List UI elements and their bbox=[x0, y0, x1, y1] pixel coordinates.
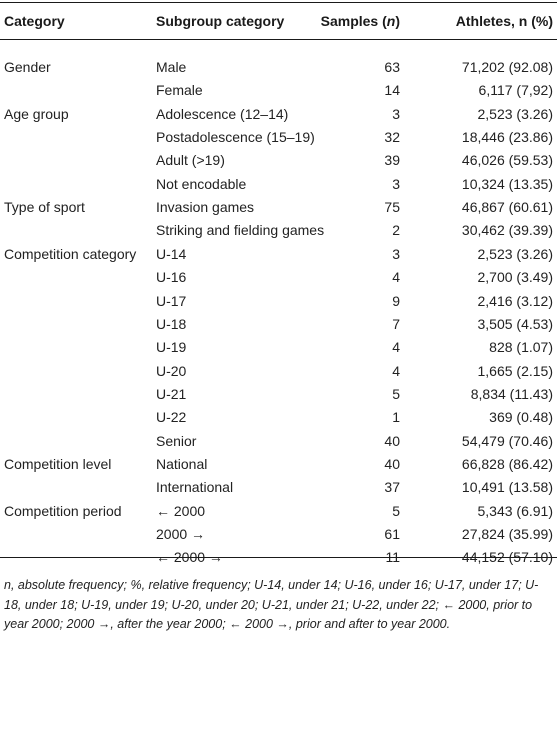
cell-samples: 39 bbox=[384, 152, 400, 168]
cell-athletes: 8,834 (11.43) bbox=[470, 386, 553, 402]
cell-athletes: 5,343 (6.91) bbox=[477, 503, 554, 519]
header-athletes: Athletes, n (%) bbox=[455, 13, 553, 29]
cell-samples: 3 bbox=[392, 176, 400, 192]
cell-subgroup: Adolescence (12–14) bbox=[156, 106, 289, 122]
cell-athletes: 66,828 (86.42) bbox=[461, 456, 553, 472]
cell-subgroup: Not encodable bbox=[156, 176, 247, 192]
cell-samples: 14 bbox=[384, 82, 400, 98]
cell-subgroup: U-22 bbox=[156, 409, 187, 425]
cell-athletes: 6,117 (7,92) bbox=[478, 82, 553, 98]
cell-subgroup: International bbox=[156, 479, 234, 495]
cell-subgroup: U-19 bbox=[156, 339, 187, 355]
cell-subgroup: Postadolescence (15–19) bbox=[156, 129, 315, 145]
cell-athletes: 30,462 (39.39) bbox=[461, 222, 553, 238]
cell-subgroup: Male bbox=[156, 59, 187, 75]
cell-samples: 75 bbox=[384, 199, 400, 215]
cell-category: Gender bbox=[4, 59, 51, 75]
cell-athletes: 2,523 (3.26) bbox=[477, 246, 554, 262]
cell-athletes: 46,026 (59.53) bbox=[461, 152, 553, 168]
cell-category: Competition period bbox=[4, 503, 122, 519]
cell-athletes: 369 (0.48) bbox=[489, 409, 553, 425]
cell-athletes: 10,324 (13.35) bbox=[461, 176, 553, 192]
cell-samples: 61 bbox=[384, 526, 400, 542]
cell-athletes: 71,202 (92.08) bbox=[461, 59, 553, 75]
cell-subgroup: Invasion games bbox=[156, 199, 255, 215]
cell-subgroup: ← 2000 bbox=[156, 503, 206, 519]
cell-category: Age group bbox=[4, 106, 69, 122]
cell-samples: 40 bbox=[384, 456, 400, 472]
cell-subgroup: Senior bbox=[156, 433, 197, 449]
cell-samples: 4 bbox=[392, 269, 400, 285]
cell-subgroup: U-18 bbox=[156, 316, 187, 332]
cell-athletes: 54,479 (70.46) bbox=[461, 433, 553, 449]
cell-category: Competition category bbox=[4, 246, 137, 262]
cell-subgroup: National bbox=[156, 456, 208, 472]
cell-athletes: 828 (1.07) bbox=[489, 339, 553, 355]
cell-samples: 4 bbox=[392, 363, 400, 379]
cell-samples: 3 bbox=[392, 246, 400, 262]
cell-athletes: 3,505 (4.53) bbox=[477, 316, 554, 332]
cell-subgroup: U-17 bbox=[156, 293, 187, 309]
cell-athletes: 10,491 (13.58) bbox=[461, 479, 553, 495]
table-footnote: n, absolute frequency; %, relative frequ… bbox=[4, 578, 539, 631]
cell-samples: 7 bbox=[392, 316, 400, 332]
cell-samples: 32 bbox=[384, 129, 400, 145]
header-category: Category bbox=[4, 13, 65, 29]
cell-category: Competition level bbox=[4, 456, 112, 472]
cell-subgroup: Female bbox=[156, 82, 203, 98]
cell-athletes: 1,665 (2.15) bbox=[477, 363, 554, 379]
cell-subgroup: 2000 → bbox=[156, 526, 206, 542]
header-samples: Samples (n) bbox=[320, 13, 400, 29]
cell-subgroup: Striking and fielding games bbox=[156, 222, 325, 238]
cell-subgroup: U-16 bbox=[156, 269, 187, 285]
cell-athletes: 18,446 (23.86) bbox=[461, 129, 553, 145]
cell-samples: 5 bbox=[392, 503, 400, 519]
table-header-rule bbox=[0, 39, 557, 40]
cell-samples: 3 bbox=[392, 106, 400, 122]
cell-athletes: 27,824 (35.99) bbox=[461, 526, 553, 542]
cell-samples: 5 bbox=[392, 386, 400, 402]
cell-athletes: 46,867 (60.61) bbox=[461, 199, 553, 215]
cell-subgroup: U-20 bbox=[156, 363, 187, 379]
cell-samples: 4 bbox=[392, 339, 400, 355]
cell-samples: 37 bbox=[384, 479, 400, 495]
cell-samples: 1 bbox=[392, 409, 400, 425]
cell-athletes: 2,416 (3.12) bbox=[477, 293, 554, 309]
cell-subgroup: U-14 bbox=[156, 246, 187, 262]
cell-samples: 63 bbox=[384, 59, 400, 75]
cell-samples: 9 bbox=[392, 293, 400, 309]
table-bottom-rule bbox=[0, 557, 557, 558]
header-subgroup: Subgroup category bbox=[156, 13, 285, 29]
table-top-rule bbox=[0, 2, 557, 3]
cell-subgroup: U-21 bbox=[156, 386, 187, 402]
cell-category: Type of sport bbox=[4, 199, 85, 215]
cell-samples: 40 bbox=[384, 433, 400, 449]
cell-subgroup: Adult (>19) bbox=[156, 152, 225, 168]
cell-athletes: 2,523 (3.26) bbox=[477, 106, 554, 122]
cell-athletes: 2,700 (3.49) bbox=[477, 269, 554, 285]
cell-samples: 2 bbox=[392, 222, 400, 238]
